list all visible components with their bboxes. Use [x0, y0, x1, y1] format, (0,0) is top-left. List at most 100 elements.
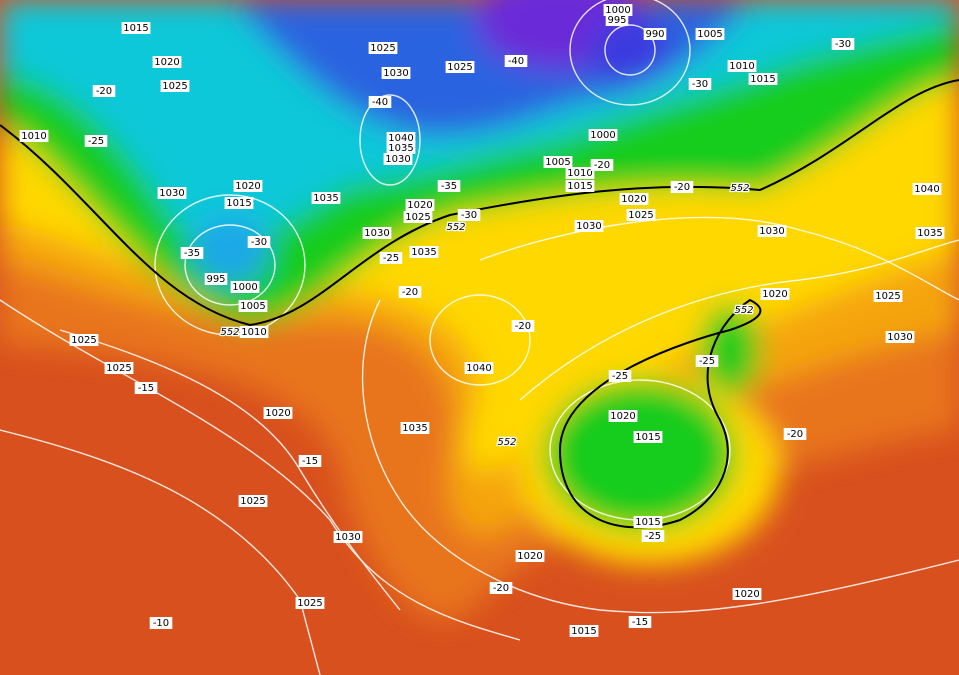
label-box — [688, 78, 712, 90]
isobar-label: 1020 — [154, 57, 179, 68]
temperature-label: -30 — [251, 237, 267, 248]
label-box — [298, 455, 322, 467]
label-box — [590, 159, 614, 171]
temperature-label: -30 — [835, 39, 851, 50]
temperature-label: -15 — [632, 617, 648, 628]
geopotential-label: 552 — [730, 183, 749, 194]
label-box — [134, 382, 158, 394]
isobar-label: 1030 — [383, 68, 408, 79]
isobar-label: 1035 — [411, 247, 436, 258]
temperature-label: -25 — [88, 136, 104, 147]
temperature-label: -20 — [674, 182, 690, 193]
label-box — [574, 220, 604, 232]
isobar-label: 1030 — [364, 228, 389, 239]
label-box — [295, 597, 325, 609]
label-box — [831, 38, 855, 50]
isobar-label: 995 — [206, 274, 225, 285]
label-box — [569, 625, 599, 637]
label-box — [409, 246, 439, 258]
isobar-label: 1015 — [567, 181, 592, 192]
temperature-label: -20 — [515, 321, 531, 332]
isobar-label: 1035 — [313, 193, 338, 204]
temperature-label: -30 — [461, 210, 477, 221]
label-box — [263, 407, 293, 419]
isobar-label: 1020 — [235, 181, 260, 192]
label-box — [69, 334, 99, 346]
label-box — [783, 428, 807, 440]
temperature-label: -25 — [699, 356, 715, 367]
isobar-label: 1010 — [21, 131, 46, 142]
label-box — [204, 273, 228, 285]
label-box — [383, 153, 413, 165]
temperature-label: -35 — [441, 181, 457, 192]
temperature-label: -20 — [594, 160, 610, 171]
label-box — [732, 588, 762, 600]
geopotential-label: 552 — [497, 437, 516, 448]
isobar-label: 1030 — [759, 226, 784, 237]
isobar-label: 1025 — [162, 81, 187, 92]
isobar-label: 1025 — [405, 212, 430, 223]
label-box — [400, 422, 430, 434]
label-box — [398, 286, 422, 298]
label-box — [368, 42, 398, 54]
isobar-label: 1005 — [697, 29, 722, 40]
isobar-label: 1015 — [571, 626, 596, 637]
label-box — [565, 180, 595, 192]
isobar-label: 1005 — [545, 157, 570, 168]
label-box — [619, 193, 649, 205]
label-box — [230, 281, 260, 293]
label-box — [565, 167, 595, 179]
label-box — [445, 61, 475, 73]
label-box — [238, 495, 268, 507]
label-box — [333, 531, 363, 543]
label-box — [504, 55, 528, 67]
isobar-label: 1020 — [517, 551, 542, 562]
temperature-label: -40 — [372, 97, 388, 108]
label-box — [695, 28, 725, 40]
temperature-label: -40 — [508, 56, 524, 67]
temperature-label: -10 — [153, 618, 169, 629]
isobar-label: 1010 — [567, 168, 592, 179]
isobar-label: 1040 — [466, 363, 491, 374]
label-box — [760, 288, 790, 300]
isobar-label: 1035 — [402, 423, 427, 434]
label-box — [457, 209, 481, 221]
isobar-label: 1000 — [590, 130, 615, 141]
label-box — [92, 85, 116, 97]
geopotential-label: 552 — [734, 305, 753, 316]
label-box — [362, 227, 392, 239]
label-box — [727, 60, 757, 72]
label-box — [626, 209, 656, 221]
label-box — [386, 132, 416, 144]
label-box — [157, 187, 187, 199]
label-box — [247, 236, 271, 248]
temperature-label: -15 — [302, 456, 318, 467]
temperature-label: -25 — [612, 371, 628, 382]
label-box — [643, 28, 667, 40]
label-box — [633, 516, 663, 528]
isobar-label: 1015 — [226, 198, 251, 209]
label-box — [695, 355, 719, 367]
isobar-label: 1015 — [750, 74, 775, 85]
isobar-label: 1000 — [605, 5, 630, 16]
label-box — [379, 252, 403, 264]
isobar-label: 1020 — [762, 289, 787, 300]
isobar-label: 1025 — [106, 363, 131, 374]
isobar-label: 1035 — [388, 143, 413, 154]
temperature-label: -25 — [383, 253, 399, 264]
temperature-label: -30 — [692, 79, 708, 90]
label-box — [238, 300, 268, 312]
label-box — [368, 96, 392, 108]
label-box — [608, 410, 638, 422]
label-box — [160, 80, 190, 92]
temperature-label: -15 — [138, 383, 154, 394]
isobar-label: 1030 — [335, 532, 360, 543]
label-box — [912, 183, 942, 195]
isobar-label: 1020 — [610, 411, 635, 422]
label-box — [121, 22, 151, 34]
isobar-label: 1025 — [71, 335, 96, 346]
label-box — [437, 180, 461, 192]
label-box — [588, 129, 618, 141]
